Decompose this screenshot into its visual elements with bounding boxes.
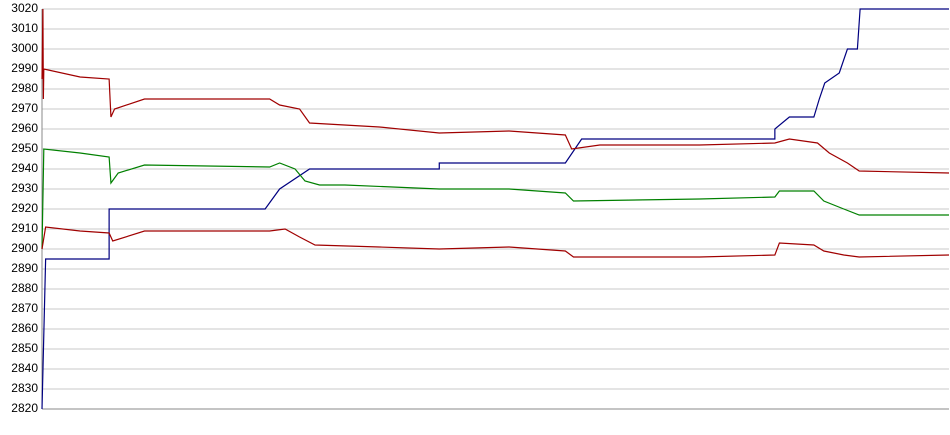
y-tick-label: 2830 <box>11 381 38 395</box>
y-tick-label: 2990 <box>11 61 38 75</box>
y-tick-label: 2960 <box>11 121 38 135</box>
y-tick-label: 3000 <box>11 41 38 55</box>
y-tick-label: 2920 <box>11 201 38 215</box>
y-tick-label: 2910 <box>11 221 38 235</box>
series-line <box>41 148 949 250</box>
y-tick-label: 2970 <box>11 101 38 115</box>
series-line <box>41 8 950 174</box>
y-tick-label: 2870 <box>11 301 38 315</box>
y-tick-label: 2950 <box>11 141 38 155</box>
y-tick-label: 2860 <box>11 321 38 335</box>
y-tick-label: 2820 <box>11 401 38 415</box>
y-tick-label: 3010 <box>11 21 38 35</box>
y-tick-label: 2980 <box>11 81 38 95</box>
y-tick-label: 3020 <box>11 1 38 15</box>
y-tick-label: 2840 <box>11 361 38 375</box>
series-line <box>41 8 949 410</box>
y-tick-label: 2850 <box>11 341 38 355</box>
y-tick-label: 2940 <box>11 161 38 175</box>
y-tick-label: 2930 <box>11 181 38 195</box>
y-tick-label: 2900 <box>11 241 38 255</box>
y-tick-label: 2890 <box>11 261 38 275</box>
series-line <box>41 226 950 258</box>
y-tick-label: 2880 <box>11 281 38 295</box>
